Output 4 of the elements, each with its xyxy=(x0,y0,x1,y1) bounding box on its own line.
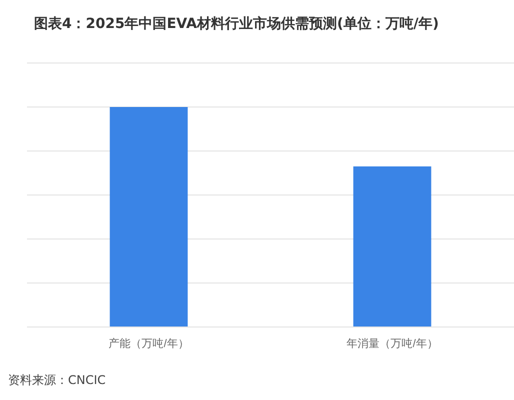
text: 资料来源：CNCIC xyxy=(8,373,106,387)
x-tick-label: 年消量（万吨/年） xyxy=(346,336,438,350)
chart-title: 图表4：2025年中国EVA材料行业市场供需预测(单位：万吨/年) xyxy=(34,15,439,32)
x-tick-label: 产能（万吨/年） xyxy=(108,336,189,350)
